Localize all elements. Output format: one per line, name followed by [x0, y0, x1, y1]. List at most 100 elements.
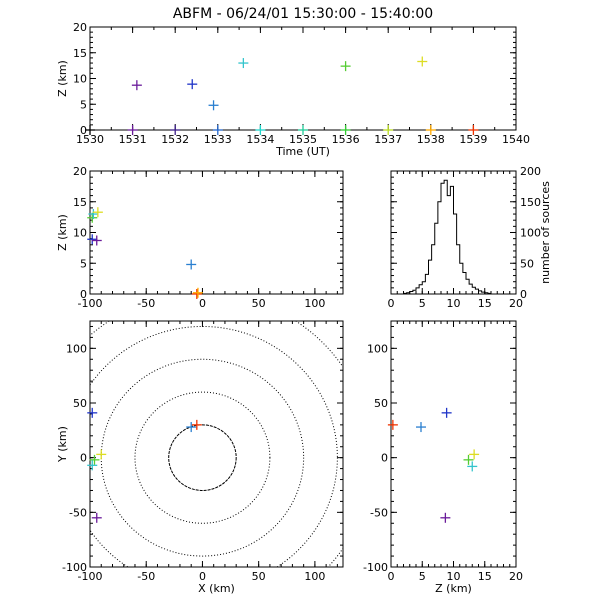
data-point [96, 449, 107, 460]
data-point [467, 461, 478, 472]
range-ring [168, 424, 237, 491]
range-ring [90, 321, 343, 567]
data-point [238, 58, 249, 69]
histogram-step [403, 179, 492, 294]
x-tick-label: -100 [78, 297, 103, 310]
y-tick-label: 10 [73, 73, 87, 86]
y-tick-label: 15 [73, 47, 87, 60]
x-tick-label: 20 [509, 297, 523, 310]
y-tick-label: -100 [62, 561, 87, 574]
data-point [85, 125, 95, 135]
data-point [89, 454, 100, 465]
y-tick-label: 0 [381, 452, 388, 465]
y-tick-label: 10 [73, 227, 87, 240]
x-tick-label: 1536 [332, 133, 360, 146]
data-point [92, 207, 103, 218]
data-point [417, 56, 428, 67]
chart-title: ABFM - 06/24/01 15:30:00 - 15:40:00 [173, 6, 433, 22]
data-point [340, 125, 351, 135]
data-point [91, 235, 102, 246]
data-point [91, 512, 102, 523]
data-point [208, 100, 219, 111]
y-tick-label: 15 [73, 196, 87, 209]
data-point [468, 125, 479, 135]
data-point [416, 422, 426, 433]
data-point [463, 454, 474, 465]
y-tick-label: 100 [66, 342, 87, 355]
y-tick-label: -100 [363, 561, 388, 574]
data-point [340, 61, 351, 72]
y-tick-label: 50 [520, 257, 534, 270]
y-axis-label: number of sources [539, 181, 552, 284]
y-tick-label: 50 [73, 397, 87, 410]
range-ring [100, 358, 305, 557]
x-tick-label: 1531 [119, 133, 147, 146]
x-tick-label: 10 [447, 570, 461, 583]
data-point [212, 125, 223, 135]
x-tick-label: 1532 [161, 133, 189, 146]
data-point [131, 80, 142, 91]
y-axis-label: Z (km) [56, 214, 69, 251]
x-tick-label: 1535 [289, 133, 317, 146]
data-point [192, 287, 203, 298]
data-point [383, 125, 394, 135]
data-point [469, 449, 480, 460]
data-point [191, 289, 202, 299]
data-point [186, 422, 197, 433]
data-point [191, 419, 202, 430]
y-tick-label: -50 [370, 506, 388, 519]
data-point [441, 407, 452, 418]
y-tick-label: 0 [80, 452, 87, 465]
y-tick-label: 200 [520, 165, 541, 178]
histogram-bin [447, 196, 450, 294]
x-tick-label: 1534 [246, 133, 274, 146]
x-tick-label: 1539 [459, 133, 487, 146]
data-point [255, 125, 266, 135]
y-tick-label: 50 [374, 397, 388, 410]
x-tick-label: 1540 [502, 133, 530, 146]
x-tick-label: -50 [137, 297, 155, 310]
data-point [127, 125, 138, 135]
x-tick-label: 15 [478, 570, 492, 583]
y-tick-label: 100 [520, 227, 541, 240]
x-tick-label: -50 [137, 570, 155, 583]
plot-frame [390, 320, 517, 568]
x-tick-label: 1538 [417, 133, 445, 146]
data-point [88, 209, 99, 220]
x-tick-label: 0 [199, 297, 206, 310]
plot-frame [89, 26, 517, 131]
x-axis-label: Time (UT) [275, 145, 330, 158]
data-point [87, 407, 98, 418]
histogram-bin [444, 180, 447, 294]
x-tick-label: 10 [447, 297, 461, 310]
data-point [87, 460, 98, 471]
y-tick-label: 0 [80, 124, 87, 137]
data-point [186, 259, 197, 270]
data-point [87, 234, 98, 245]
x-tick-label: 100 [304, 570, 325, 583]
data-point [425, 125, 436, 135]
x-tick-label: 100 [304, 297, 325, 310]
x-tick-label: 15 [478, 297, 492, 310]
y-tick-label: 150 [520, 196, 541, 209]
plot-frame [89, 170, 344, 295]
data-point [387, 419, 398, 430]
x-tick-label: 0 [199, 570, 206, 583]
x-tick-label: 5 [419, 570, 426, 583]
x-tick-label: 1530 [76, 133, 104, 146]
y-tick-label: 5 [80, 98, 87, 111]
x-tick-label: 50 [252, 297, 266, 310]
x-tick-label: 0 [388, 570, 395, 583]
y-tick-label: 0 [520, 288, 527, 301]
plot-frame [89, 320, 344, 568]
y-tick-label: 0 [80, 288, 87, 301]
x-tick-label: 1533 [204, 133, 232, 146]
y-tick-label: 20 [73, 21, 87, 34]
x-axis-label: X (km) [198, 582, 235, 595]
y-tick-label: 5 [80, 257, 87, 270]
x-tick-label: 20 [509, 570, 523, 583]
x-tick-label: 0 [388, 297, 395, 310]
x-tick-label: 5 [419, 297, 426, 310]
data-point [440, 512, 451, 523]
data-point [170, 125, 181, 135]
